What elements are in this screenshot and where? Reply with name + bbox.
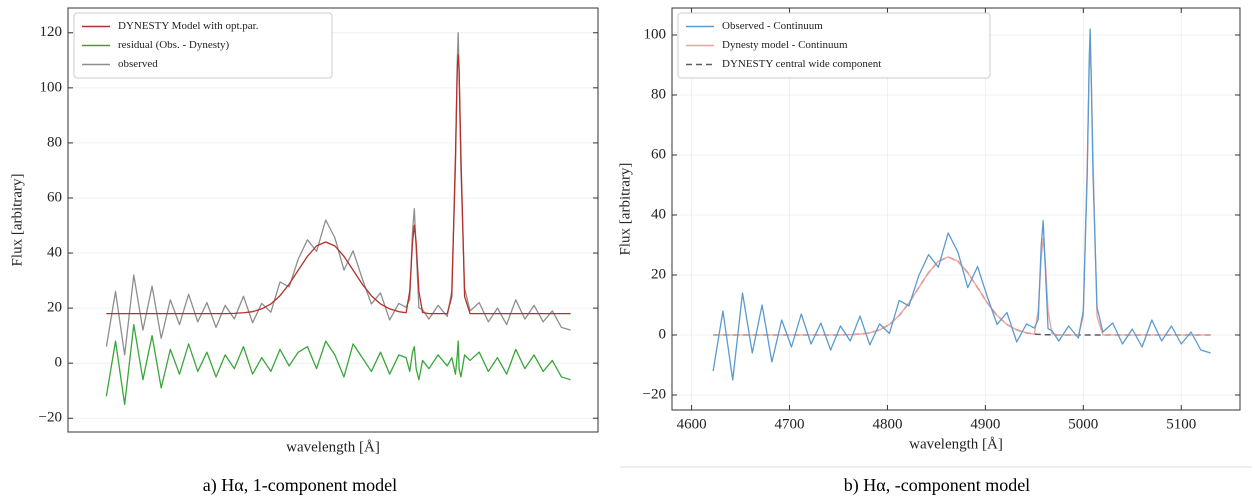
y-axis-label: Flux [arbitrary]	[9, 174, 25, 267]
caption: a) Hα, 1-component model	[203, 475, 397, 496]
y-tick-label: 100	[40, 79, 63, 95]
x-tick-label: 4600	[677, 416, 707, 432]
plot-frame	[671, 7, 1241, 411]
legend-label: DYNESTY Model with opt.par.	[118, 20, 259, 32]
series-line	[105, 32, 571, 356]
y-tick-label: 60	[651, 146, 666, 162]
series-line	[712, 28, 1211, 381]
y-tick-label: 100	[644, 26, 667, 42]
legend-label: Dynesty model - Continuum	[722, 39, 848, 51]
caption: b) Hα, -component model	[844, 475, 1030, 496]
legend-box	[73, 12, 333, 79]
y-axis-label: Flux [arbitrary]	[617, 163, 633, 256]
x-tick-label: 5100	[1166, 416, 1196, 432]
plot-frame	[67, 7, 599, 433]
x-axis-label: wavelength [Å]	[286, 439, 380, 455]
x-tick-label: 4800	[872, 416, 902, 432]
x-axis-label: wavelength [Å]	[909, 436, 1003, 452]
legend-label: Observed - Continuum	[722, 20, 823, 32]
legend-label: DYNESTY central wide component	[722, 58, 881, 70]
y-tick-label: 20	[651, 266, 666, 282]
legend-label: residual (Obs. - Dynesty)	[118, 39, 230, 51]
x-tick-label: 4900	[970, 416, 1000, 432]
series-line	[106, 54, 571, 315]
y-tick-label: 0	[55, 355, 63, 371]
y-tick-label: 120	[40, 24, 63, 40]
x-tick-label: 5000	[1068, 416, 1098, 432]
y-tick-label: 80	[47, 134, 62, 150]
y-tick-label: 40	[47, 244, 62, 260]
y-tick-label: 60	[47, 189, 62, 205]
x-tick-label: 4700	[775, 416, 805, 432]
y-tick-label: 80	[651, 86, 666, 102]
legend: DYNESTY Model with opt.par. residual (Obs…	[73, 12, 333, 79]
y-tick-label: −20	[39, 410, 62, 426]
legend: Observed - Continuum Dynesty model - Cont…	[677, 12, 991, 79]
series-line	[105, 323, 571, 406]
y-tick-label: 40	[651, 206, 666, 222]
legend-label: observed	[118, 58, 158, 70]
y-tick-label: −20	[643, 386, 666, 402]
y-tick-label: 0	[659, 326, 667, 342]
legend-box	[677, 12, 991, 79]
y-tick-label: 20	[47, 300, 62, 316]
